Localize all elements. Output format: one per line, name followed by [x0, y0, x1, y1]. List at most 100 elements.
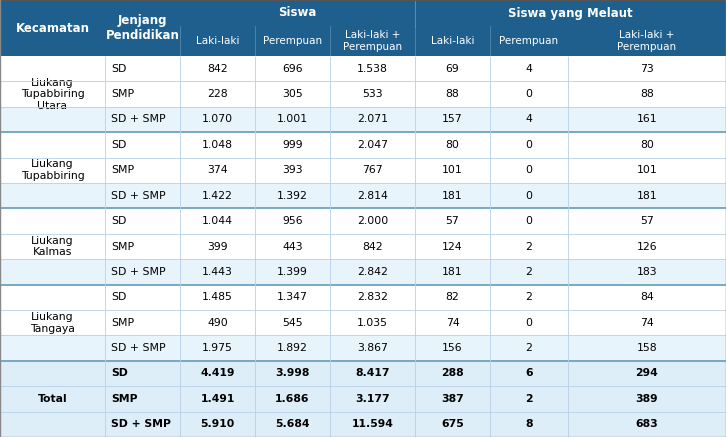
Text: Laki-laki +
Perempuan: Laki-laki + Perempuan [617, 30, 677, 52]
Bar [0, 259, 726, 284]
Text: 156: 156 [442, 343, 462, 353]
Text: 2: 2 [525, 394, 533, 404]
Text: 126: 126 [637, 242, 657, 252]
Text: 1.422: 1.422 [202, 191, 233, 201]
Text: 1.975: 1.975 [202, 343, 233, 353]
Text: 2: 2 [526, 343, 532, 353]
Text: 124: 124 [442, 242, 462, 252]
Text: 1.044: 1.044 [202, 216, 233, 226]
Text: 3.998: 3.998 [275, 368, 310, 378]
Text: Total: Total [38, 394, 68, 404]
Text: 5.910: 5.910 [200, 419, 234, 429]
Text: 956: 956 [282, 216, 303, 226]
Text: 88: 88 [446, 89, 460, 99]
Text: 288: 288 [441, 368, 464, 378]
Text: 1.892: 1.892 [277, 343, 308, 353]
Text: 157: 157 [442, 114, 462, 125]
Text: 74: 74 [640, 318, 654, 328]
Text: 57: 57 [446, 216, 460, 226]
Text: 5.684: 5.684 [275, 419, 310, 429]
Bar [0, 132, 726, 158]
Text: 0: 0 [526, 216, 532, 226]
Text: Liukang
Tupabbiring
Utara: Liukang Tupabbiring Utara [20, 77, 84, 111]
Text: 228: 228 [207, 89, 228, 99]
Text: SMP: SMP [111, 242, 134, 252]
Text: SD + SMP: SD + SMP [111, 114, 166, 125]
Text: 2.071: 2.071 [357, 114, 388, 125]
Text: 4.419: 4.419 [200, 368, 234, 378]
Bar [0, 361, 726, 386]
Bar [0, 107, 726, 132]
Bar [0, 412, 726, 437]
Text: 389: 389 [636, 394, 658, 404]
Text: 181: 181 [637, 191, 657, 201]
Text: SD: SD [111, 368, 128, 378]
Text: Liukang
Tangaya: Liukang Tangaya [30, 312, 75, 333]
Text: 1.070: 1.070 [202, 114, 233, 125]
Text: 6: 6 [525, 368, 533, 378]
Text: SMP: SMP [111, 165, 134, 175]
Text: Laki-laki: Laki-laki [431, 36, 474, 46]
Text: Kecamatan: Kecamatan [15, 21, 89, 35]
Text: 181: 181 [442, 267, 462, 277]
Text: SD + SMP: SD + SMP [111, 419, 171, 429]
Text: 696: 696 [282, 64, 303, 74]
Text: 161: 161 [637, 114, 657, 125]
Text: 11.594: 11.594 [351, 419, 393, 429]
Text: 1.443: 1.443 [202, 267, 233, 277]
Text: SD: SD [111, 64, 126, 74]
Bar [0, 81, 726, 107]
Bar [0, 336, 726, 361]
Text: 443: 443 [282, 242, 303, 252]
Text: SD: SD [111, 292, 126, 302]
Text: 57: 57 [640, 216, 654, 226]
Bar [0, 310, 726, 336]
Text: 80: 80 [640, 140, 654, 150]
Text: 101: 101 [637, 165, 657, 175]
Text: 842: 842 [207, 64, 228, 74]
Text: 8.417: 8.417 [355, 368, 390, 378]
Text: 2: 2 [526, 267, 532, 277]
Text: 387: 387 [441, 394, 464, 404]
Text: 305: 305 [282, 89, 303, 99]
Text: Siswa: Siswa [278, 7, 317, 20]
Text: SMP: SMP [111, 89, 134, 99]
Text: 1.035: 1.035 [357, 318, 388, 328]
Text: SD + SMP: SD + SMP [111, 267, 166, 277]
Text: 0: 0 [526, 165, 532, 175]
Text: 1.392: 1.392 [277, 191, 308, 201]
Text: 3.177: 3.177 [355, 394, 390, 404]
Text: 1.399: 1.399 [277, 267, 308, 277]
Bar [0, 386, 726, 412]
Text: 2.047: 2.047 [357, 140, 388, 150]
Text: 8: 8 [525, 419, 533, 429]
Text: 533: 533 [362, 89, 383, 99]
Text: 1.538: 1.538 [357, 64, 388, 74]
Text: Jenjang
Pendidikan: Jenjang Pendidikan [105, 14, 179, 42]
Text: 3.867: 3.867 [357, 343, 388, 353]
Text: 2.832: 2.832 [357, 292, 388, 302]
Text: 999: 999 [282, 140, 303, 150]
Text: 1.048: 1.048 [202, 140, 233, 150]
Text: Siswa yang Melaut: Siswa yang Melaut [508, 7, 633, 20]
Text: 1.491: 1.491 [200, 394, 234, 404]
Text: 181: 181 [442, 191, 462, 201]
Text: 683: 683 [636, 419, 658, 429]
Text: 2: 2 [526, 292, 532, 302]
Text: 82: 82 [446, 292, 460, 302]
Text: 80: 80 [446, 140, 460, 150]
Text: 84: 84 [640, 292, 654, 302]
Text: 0: 0 [526, 140, 532, 150]
Text: 374: 374 [207, 165, 228, 175]
Text: 1.686: 1.686 [275, 394, 310, 404]
Text: 0: 0 [526, 191, 532, 201]
Text: SD + SMP: SD + SMP [111, 191, 166, 201]
Text: 0: 0 [526, 89, 532, 99]
Text: SD + SMP: SD + SMP [111, 343, 166, 353]
Text: SMP: SMP [111, 318, 134, 328]
Text: 393: 393 [282, 165, 303, 175]
Bar [0, 158, 726, 183]
Text: 675: 675 [441, 419, 464, 429]
Text: 294: 294 [636, 368, 658, 378]
Text: 545: 545 [282, 318, 303, 328]
